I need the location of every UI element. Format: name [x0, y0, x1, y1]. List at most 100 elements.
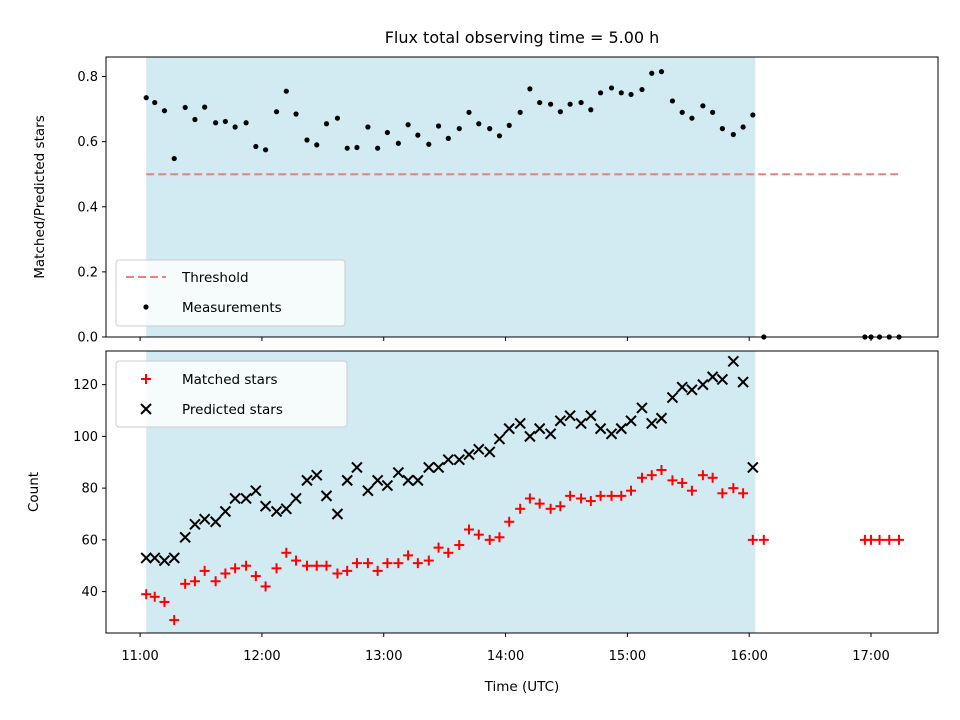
predicted-star-point: [686, 384, 698, 396]
matched-star-point: [747, 534, 758, 545]
count-panel: 40 60 80 100 120 11:00 12:00 13:00 14:00 15:00 16…: [26, 350, 939, 695]
matched-star-point: [616, 490, 627, 501]
legend-predicted-label: Predicted stars: [182, 402, 283, 418]
predicted-star-point: [646, 417, 658, 430]
matched-star-point: [362, 558, 373, 569]
measurement-point: [334, 115, 341, 121]
x-axis-label: Time (UTC): [484, 679, 560, 695]
matched-star-point: [260, 581, 271, 592]
x-b: [676, 381, 688, 393]
bottom-legend: Matched stars Predicted stars: [115, 360, 348, 428]
predicted-star-point: [259, 500, 272, 512]
x-b: [311, 469, 323, 481]
predicted-star-point: [320, 490, 333, 502]
measurement-point: [375, 145, 381, 151]
predicted-star-point: [280, 503, 292, 515]
matched-star-point: [504, 516, 515, 527]
measurement-point: [192, 116, 198, 123]
predicted-star-point: [362, 484, 374, 497]
x-b: [544, 428, 557, 440]
predicted-star-point: [625, 415, 637, 427]
bottom-y-tick-label: 80: [81, 482, 98, 497]
matched-star-point: [412, 558, 423, 569]
matched-star-point: [585, 496, 596, 507]
predicted-star-point: [229, 492, 241, 505]
predicted-star-point: [533, 422, 546, 435]
predicted-star-point: [423, 461, 435, 474]
legend-measurements-label: Measurements: [182, 300, 282, 316]
x-b: [259, 500, 272, 512]
predicted-star-point: [544, 428, 557, 440]
matched-star-point: [311, 560, 322, 571]
predicted-star-point: [655, 412, 668, 424]
x-b: [168, 552, 180, 564]
measurement-point: [314, 142, 320, 148]
predicted-star-point: [381, 479, 394, 492]
measurement-point: [597, 90, 604, 96]
predicted-star-point: [697, 378, 709, 391]
measurement-point: [445, 135, 451, 141]
x-b: [402, 474, 414, 487]
x-b: [351, 461, 363, 474]
measurement-point: [283, 88, 289, 94]
x-b: [564, 409, 576, 422]
matched-star-point: [884, 534, 895, 545]
matched-star-point: [382, 558, 393, 569]
bottom-x-ticks: 11:00 12:00 13:00 14:00 15:00 16:00 17:00: [121, 633, 890, 664]
x-b: [524, 430, 536, 443]
measurement-point: [161, 108, 168, 114]
predicted-star-point: [402, 474, 414, 487]
x-b: [655, 412, 668, 424]
legend-predicted-swatch: [140, 403, 152, 415]
measurement-point: [517, 109, 523, 115]
predicted-star-point: [503, 422, 515, 435]
measurement-point: [557, 109, 563, 115]
measurement-point: [608, 85, 615, 91]
matched-star-point: [180, 578, 191, 589]
x-b: [198, 513, 211, 525]
matched-stars-points: [141, 465, 905, 626]
ratio-panel: 0.00.20.40.60.8 Matched/Predicted stars …: [32, 56, 939, 346]
predicted-star-point: [636, 402, 648, 414]
matched-star-point: [524, 493, 535, 504]
measurement-point: [415, 132, 421, 138]
matched-star-point: [199, 565, 210, 576]
matched-star-point: [210, 576, 221, 587]
predicted-star-point: [209, 516, 222, 528]
measurement-point: [649, 70, 655, 76]
bottom-legend-box: [115, 360, 348, 428]
x-b: [301, 474, 313, 487]
matched-star-point: [534, 498, 545, 509]
x-b: [625, 415, 637, 427]
measurement-point: [537, 99, 543, 106]
measurement-point: [730, 131, 736, 138]
top-y-ticks: 0.0 0.2 0.4 0.6 0.8: [77, 70, 106, 346]
predicted-star-point: [493, 433, 506, 445]
predicted-star-point: [140, 552, 152, 564]
x-b: [219, 505, 232, 518]
top-y-tick-label: 0.2: [77, 265, 98, 280]
matched-star-point: [241, 560, 252, 571]
matched-star-point: [271, 563, 282, 574]
measurement-point: [365, 124, 371, 130]
matched-star-point: [464, 524, 475, 535]
predicted-star-point: [240, 492, 252, 505]
bottom-y-tick-label: 40: [81, 585, 98, 600]
measurement-point: [750, 112, 756, 118]
predicted-star-point: [341, 474, 353, 487]
matched-star-point: [473, 529, 484, 540]
predicted-star-point: [747, 461, 759, 474]
predicted-star-point: [351, 461, 363, 474]
matched-star-point: [351, 558, 362, 569]
matched-star-point: [301, 560, 312, 571]
measurement-point: [628, 91, 634, 98]
x-b: [270, 505, 283, 518]
matched-star-point: [717, 488, 728, 499]
measurement-point: [496, 133, 503, 139]
x-b: [463, 448, 475, 461]
predicted-star-point: [706, 371, 719, 383]
predicted-star-point: [179, 531, 191, 543]
x-b: [646, 417, 658, 430]
x-b: [636, 402, 648, 414]
